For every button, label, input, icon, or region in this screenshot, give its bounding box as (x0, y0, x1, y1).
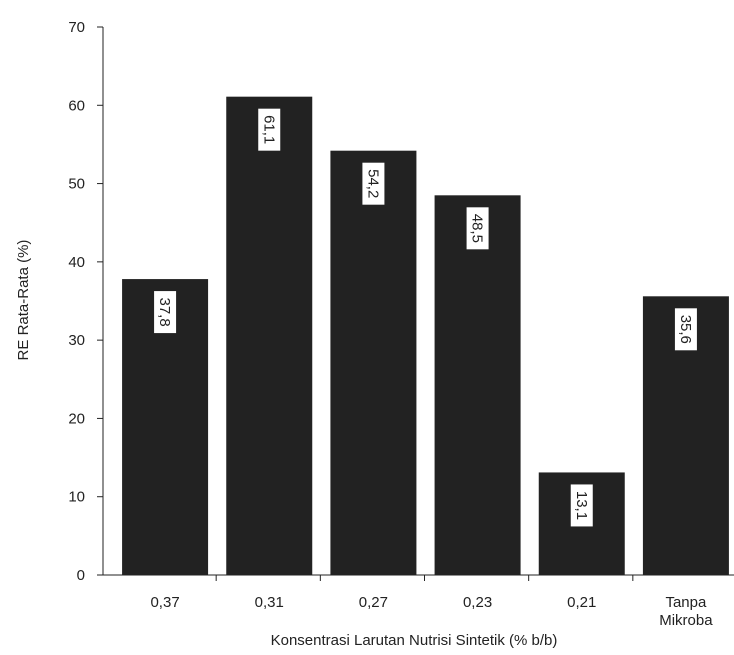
x-axis-label: Konsentrasi Larutan Nutrisi Sintetik (% … (271, 632, 558, 649)
x-tick-label: 0,23 (443, 594, 513, 612)
bar (226, 97, 312, 575)
y-tick-label: 30 (68, 332, 85, 349)
y-axis-label: RE Rata-Rata (%) (15, 240, 32, 361)
x-tick-label: 0,21 (547, 594, 617, 612)
value-label: 35,6 (677, 315, 694, 344)
page: RE Rata-Rata (%) Konsentrasi Larutan Nut… (0, 0, 734, 655)
chart: RE Rata-Rata (%) Konsentrasi Larutan Nut… (0, 0, 734, 655)
value-label: 37,8 (156, 297, 173, 326)
value-label: 13,1 (573, 491, 590, 520)
value-label: 48,5 (469, 214, 486, 243)
value-label: 61,1 (260, 115, 277, 144)
y-tick-label: 60 (68, 97, 85, 114)
bar (330, 151, 416, 575)
x-tick-label: Tanpa Mikroba (651, 594, 721, 630)
x-tick-label: 0,31 (234, 594, 304, 612)
y-tick-label: 10 (68, 489, 85, 506)
y-tick-label: 0 (77, 567, 85, 584)
y-tick-label: 50 (68, 176, 85, 193)
y-tick-label: 70 (68, 19, 85, 36)
bar (435, 195, 521, 575)
x-tick-label: 0,37 (130, 594, 200, 612)
y-tick-label: 40 (68, 254, 85, 271)
x-tick-label: 0,27 (338, 594, 408, 612)
value-label: 54,2 (364, 169, 381, 198)
y-tick-label: 20 (68, 410, 85, 427)
